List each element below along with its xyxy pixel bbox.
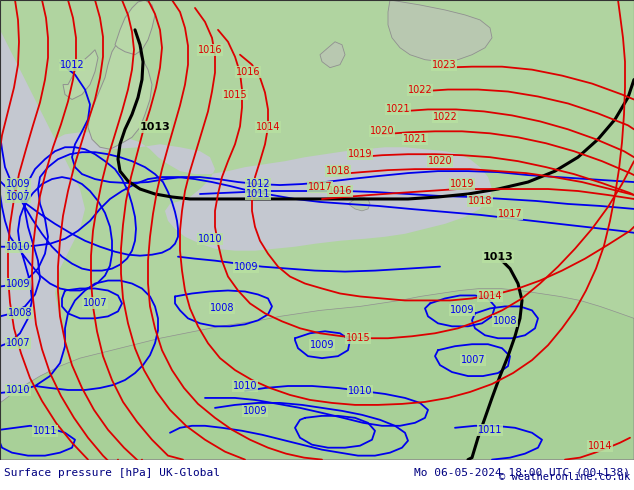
Text: 1009: 1009 bbox=[310, 340, 334, 350]
Text: 1009: 1009 bbox=[243, 406, 268, 416]
Polygon shape bbox=[50, 132, 492, 251]
Text: 1011: 1011 bbox=[246, 189, 270, 199]
Text: 1019: 1019 bbox=[348, 149, 372, 159]
Text: © weatheronline.co.uk: © weatheronline.co.uk bbox=[499, 472, 630, 482]
Text: 1018: 1018 bbox=[468, 196, 492, 206]
Text: 1019: 1019 bbox=[450, 179, 474, 189]
Text: 1014: 1014 bbox=[256, 122, 280, 132]
Text: 1013: 1013 bbox=[482, 252, 514, 262]
Text: 1016: 1016 bbox=[198, 45, 223, 55]
Text: 1008: 1008 bbox=[210, 303, 234, 314]
Text: 1017: 1017 bbox=[498, 209, 522, 219]
Text: 1007: 1007 bbox=[82, 298, 107, 308]
Polygon shape bbox=[88, 38, 152, 149]
Polygon shape bbox=[0, 289, 634, 460]
Text: 1012: 1012 bbox=[60, 60, 84, 70]
Polygon shape bbox=[388, 0, 492, 62]
Text: 1009: 1009 bbox=[6, 179, 30, 189]
Text: 1023: 1023 bbox=[432, 60, 456, 70]
Text: 1008: 1008 bbox=[8, 308, 32, 318]
Text: 1020: 1020 bbox=[370, 126, 394, 136]
Text: 1009: 1009 bbox=[6, 278, 30, 289]
Text: 1021: 1021 bbox=[385, 104, 410, 115]
Text: Mo 06-05-2024 18:00 UTC (00+138): Mo 06-05-2024 18:00 UTC (00+138) bbox=[414, 468, 630, 478]
Text: 1012: 1012 bbox=[246, 179, 270, 189]
Text: 1014: 1014 bbox=[478, 292, 502, 301]
Text: 1022: 1022 bbox=[408, 85, 432, 95]
Text: 1009: 1009 bbox=[450, 305, 474, 316]
Polygon shape bbox=[320, 42, 345, 68]
Text: 1016: 1016 bbox=[236, 67, 260, 76]
Text: 1022: 1022 bbox=[432, 112, 457, 122]
Text: 1010: 1010 bbox=[6, 385, 30, 395]
Text: 1015: 1015 bbox=[223, 90, 247, 99]
Text: 1011: 1011 bbox=[478, 425, 502, 435]
Text: 1007: 1007 bbox=[461, 355, 485, 365]
Text: 1013: 1013 bbox=[139, 122, 171, 132]
Text: 1007: 1007 bbox=[6, 338, 30, 348]
Polygon shape bbox=[348, 197, 370, 211]
Polygon shape bbox=[115, 0, 155, 55]
Text: 1007: 1007 bbox=[6, 192, 30, 202]
Text: Surface pressure [hPa] UK-Global: Surface pressure [hPa] UK-Global bbox=[4, 468, 220, 478]
Text: 1008: 1008 bbox=[493, 317, 517, 326]
Text: 1010: 1010 bbox=[6, 242, 30, 252]
Text: 1014: 1014 bbox=[588, 441, 612, 451]
Polygon shape bbox=[0, 0, 634, 460]
Text: 1011: 1011 bbox=[33, 426, 57, 436]
Text: 1010: 1010 bbox=[348, 386, 372, 396]
Text: 1015: 1015 bbox=[346, 333, 370, 343]
Polygon shape bbox=[63, 50, 98, 99]
Text: 1018: 1018 bbox=[326, 166, 350, 176]
Text: 1009: 1009 bbox=[234, 262, 258, 271]
Text: 1016: 1016 bbox=[328, 186, 353, 196]
Text: 1020: 1020 bbox=[428, 156, 452, 166]
Polygon shape bbox=[0, 0, 85, 460]
Text: 1017: 1017 bbox=[307, 182, 332, 192]
Text: 1010: 1010 bbox=[198, 234, 223, 244]
Text: 1021: 1021 bbox=[403, 134, 427, 144]
Text: 1010: 1010 bbox=[233, 381, 257, 391]
